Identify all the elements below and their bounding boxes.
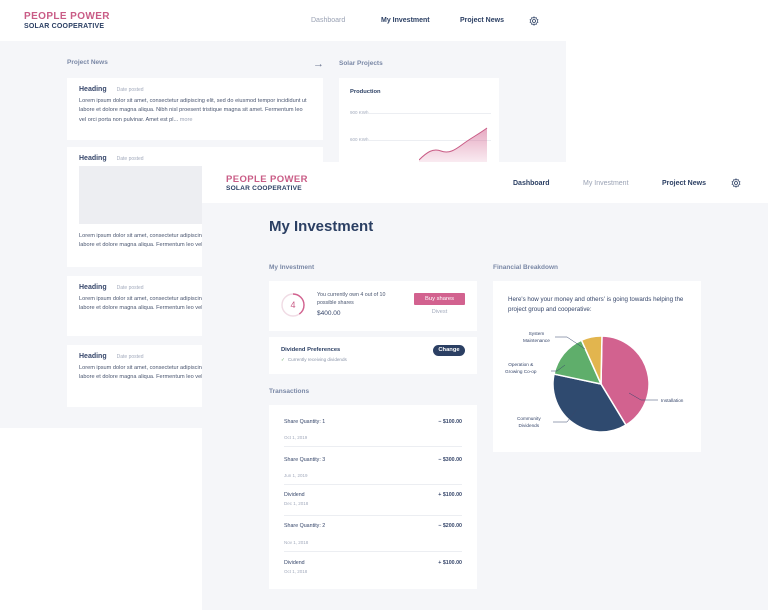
more-link[interactable]: more [179,116,193,123]
news-heading: Heading [79,86,107,93]
logo-line1: PEOPLE POWER [24,11,110,22]
transaction-name: Share Quantity: 2 [284,523,326,529]
logo[interactable]: PEOPLE POWER SOLAR COOPERATIVE [226,175,308,192]
pie-slice-community-dividends [552,373,627,433]
news-date: Date posted [116,156,144,162]
grid-line [369,113,491,114]
transaction-row[interactable]: Share Quantity: 2 Nov 1, 2018 − $200.00 [284,516,462,552]
leader-line-operation [551,364,566,372]
logo-line2: SOLAR COOPERATIVE [24,23,105,30]
dividend-status: ✓ Currently receiving dividends [281,357,347,363]
my-investment-label: My Investment [269,264,315,271]
nav-project-news[interactable]: Project News [460,17,504,24]
nav-my-investment[interactable]: My Investment [583,180,629,187]
divest-link[interactable]: Divest [431,309,448,315]
financial-breakdown-label: Financial Breakdown [493,264,559,271]
arrow-right-icon[interactable]: → [313,58,324,70]
news-date: Date posted [116,354,144,360]
news-body-text: Lorem ipsum dolor sit amet, consectetur … [79,98,307,123]
shares-own-text: You currently own 4 out of 10 possible s… [317,292,386,306]
dividend-preferences-card: Dividend Preferences ✓ Currently receivin… [269,337,477,374]
pie-slice-system-maintenance [580,335,603,385]
logo[interactable]: PEOPLE POWER SOLAR COOPERATIVE [24,11,110,31]
gear-icon[interactable] [529,16,539,26]
transaction-name: Dividend [284,492,305,498]
pie-label-installation: Installation [661,398,684,403]
news-heading: Heading [79,353,107,360]
page-title: My Investment [269,218,374,235]
transaction-name: Share Quantity: 1 [284,419,326,425]
transaction-row[interactable]: Share Quantity: 1 Oct 1, 2019 − $100.00 [284,419,462,447]
transaction-row[interactable]: Share Quantity: 3 Jun 1, 2019 − $300.00 [284,453,462,485]
check-icon: ✓ [281,357,285,362]
nav-project-news[interactable]: Project News [662,180,706,187]
leader-line-maintenance [555,336,586,350]
pie-chart [551,335,658,433]
transaction-amount: + $100.00 [438,560,462,566]
project-news-label: Project News [67,59,108,66]
production-area-chart [419,127,488,168]
pie-label-maintenance: System Maintenance [523,331,550,343]
shares-progress-ring [281,293,305,317]
nav-my-investment[interactable]: My Investment [381,17,430,24]
transaction-date: Nov 1, 2018 [284,540,309,545]
shares-card: 4 You currently own 4 out of 10 possible… [269,281,477,331]
news-body: Lorem ipsum dolor sit amet, consectetur … [79,365,307,381]
tick-label: 600 KWh [350,137,369,142]
solar-projects-label: Solar Projects [339,60,383,67]
transaction-date: Dec 1, 2018 [284,501,309,506]
financial-description: Here's how your money and others' is goi… [508,296,684,313]
transactions-label: Transactions [269,388,310,395]
transaction-amount: − $200.00 [438,523,462,529]
pie-label-operation: Operation & Growing Co-op [505,362,537,374]
news-date: Date posted [116,87,144,93]
top-bar: PEOPLE POWER SOLAR COOPERATIVE Dashboard… [202,162,768,203]
production-title: Production [350,89,381,95]
my-investment-screen: PEOPLE POWER SOLAR COOPERATIVE Dashboard… [202,162,768,610]
news-body: Lorem ipsum dolor sit amet, consectetur … [79,296,307,312]
logo-line2: SOLAR COOPERATIVE [226,184,302,192]
financial-breakdown-card: Here's how your money and others' is goi… [493,281,701,452]
news-body: Lorem ipsum dolor sit amet, consectetur … [79,97,311,125]
top-bar: PEOPLE POWER SOLAR COOPERATIVE Dashboard… [0,0,566,41]
change-button[interactable]: Change [433,345,465,356]
transaction-amount: + $100.00 [438,492,462,498]
news-card[interactable]: Heading Date posted Lorem ipsum dolor si… [67,78,323,140]
leader-line-community [553,408,578,423]
nav-dashboard[interactable]: Dashboard [311,17,346,24]
news-date: Date posted [116,285,144,291]
nav-dashboard[interactable]: Dashboard [513,180,550,187]
transaction-amount: − $100.00 [438,419,462,425]
transaction-name: Dividend [284,560,305,566]
grid-line [369,140,491,141]
news-heading: Heading [79,284,107,291]
transaction-name: Share Quantity: 3 [284,457,326,463]
dividend-status-text: Currently receiving dividends [287,357,347,362]
news-body: Lorem ipsum dolor sit amet, consectetur … [79,233,307,249]
dashboard-screen: PEOPLE POWER SOLAR COOPERATIVE Dashboard… [0,0,566,381]
transactions-card: Share Quantity: 1 Oct 1, 2019 − $100.00 … [269,405,477,589]
shares-amount: $400.00 [317,310,341,317]
leader-line-installation [628,392,658,401]
tick-label: 900 KWh [350,110,369,115]
transaction-date: Oct 1, 2019 [284,435,308,440]
transaction-row[interactable]: Dividend Dec 1, 2018 + $100.00 [284,485,462,516]
transaction-amount: − $300.00 [438,457,462,463]
shares-owned-count: 4 [290,300,296,310]
gear-icon[interactable] [731,178,741,188]
transaction-date: Oct 1, 2018 [284,569,308,574]
transaction-date: Jun 1, 2019 [284,473,308,478]
production-card[interactable]: Production 900 KWh 600 KWh [339,78,499,168]
logo-line1: PEOPLE POWER [226,174,308,185]
news-heading: Heading [79,155,107,162]
dividend-title: Dividend Preferences [281,347,341,353]
pie-label-community: Community Dividends [517,416,541,428]
buy-shares-button[interactable]: Buy shares [414,293,465,305]
transaction-row[interactable]: Dividend Oct 1, 2018 + $100.00 [284,552,462,582]
